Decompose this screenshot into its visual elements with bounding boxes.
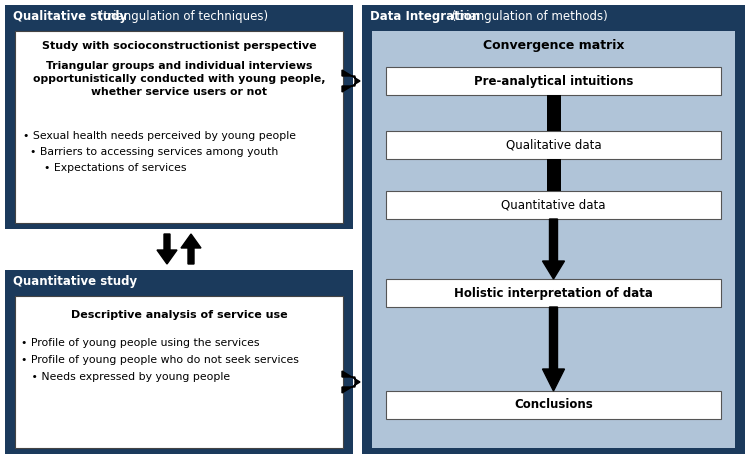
Text: Descriptive analysis of service use: Descriptive analysis of service use xyxy=(70,310,287,320)
Text: Convergence matrix: Convergence matrix xyxy=(483,39,624,52)
Text: • Profile of young people who do not seek services: • Profile of young people who do not see… xyxy=(21,355,298,365)
FancyArrow shape xyxy=(542,307,565,391)
Text: • Barriers to accessing services among youth: • Barriers to accessing services among y… xyxy=(23,147,278,157)
Text: Study with socioconstructionist perspective: Study with socioconstructionist perspect… xyxy=(42,41,316,51)
FancyBboxPatch shape xyxy=(362,5,745,454)
Text: (triangulation of techniques): (triangulation of techniques) xyxy=(95,10,268,23)
FancyBboxPatch shape xyxy=(372,31,735,448)
Text: Data Integration: Data Integration xyxy=(370,10,480,23)
Text: Quantitative data: Quantitative data xyxy=(501,198,606,212)
Text: • Expectations of services: • Expectations of services xyxy=(23,163,187,173)
FancyBboxPatch shape xyxy=(386,391,721,419)
Text: Holistic interpretation of data: Holistic interpretation of data xyxy=(454,286,653,300)
FancyArrow shape xyxy=(542,219,565,279)
FancyBboxPatch shape xyxy=(386,67,721,95)
FancyArrow shape xyxy=(181,234,201,264)
Text: (triangulation of methods): (triangulation of methods) xyxy=(448,10,608,23)
FancyBboxPatch shape xyxy=(547,159,560,191)
Text: Conclusions: Conclusions xyxy=(514,398,592,412)
Text: Pre-analytical intuitions: Pre-analytical intuitions xyxy=(474,74,633,88)
Text: • Needs expressed by young people: • Needs expressed by young people xyxy=(21,372,230,382)
FancyBboxPatch shape xyxy=(5,270,353,454)
FancyBboxPatch shape xyxy=(15,31,343,223)
FancyBboxPatch shape xyxy=(547,95,560,131)
Text: Quantitative study: Quantitative study xyxy=(13,275,137,288)
FancyBboxPatch shape xyxy=(386,131,721,159)
FancyArrow shape xyxy=(342,371,360,393)
Text: Triangular groups and individual interviews
opportunistically conducted with you: Triangular groups and individual intervi… xyxy=(33,61,326,97)
Text: Qualitative data: Qualitative data xyxy=(506,139,602,151)
FancyBboxPatch shape xyxy=(386,279,721,307)
FancyArrow shape xyxy=(342,70,360,92)
FancyBboxPatch shape xyxy=(5,5,353,229)
Text: • Sexual health needs perceived by young people: • Sexual health needs perceived by young… xyxy=(23,131,296,141)
FancyBboxPatch shape xyxy=(15,296,343,448)
Text: • Profile of young people using the services: • Profile of young people using the serv… xyxy=(21,338,260,348)
Text: Qualitative study: Qualitative study xyxy=(13,10,127,23)
FancyArrow shape xyxy=(157,234,177,264)
FancyBboxPatch shape xyxy=(386,191,721,219)
